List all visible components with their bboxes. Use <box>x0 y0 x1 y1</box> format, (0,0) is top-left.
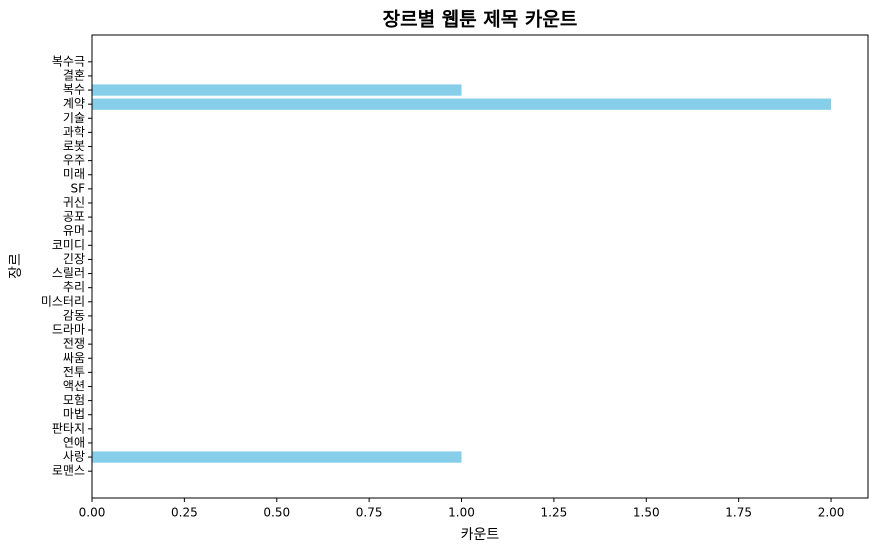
x-tick-label: 1.25 <box>541 506 568 520</box>
x-tick-label: 0.50 <box>263 506 290 520</box>
chart-title: 장르별 웹툰 제목 카운트 <box>383 9 578 31</box>
y-tick-label: 복수극 <box>52 54 85 68</box>
y-tick-label: 복수 <box>63 83 85 97</box>
y-tick-label: 미스터리 <box>41 294 85 308</box>
y-tick-label: SF <box>70 181 85 195</box>
bar <box>92 451 462 463</box>
plot-frame <box>91 34 869 499</box>
y-tick-label: 추리 <box>63 280 85 294</box>
x-tick-label: 0.00 <box>79 506 106 520</box>
y-tick-label: 긴장 <box>63 252 85 266</box>
y-tick-label: 모험 <box>63 393 85 407</box>
bar <box>92 84 462 96</box>
y-tick-label: 과학 <box>63 125 85 139</box>
x-tick-label: 1.75 <box>725 506 752 520</box>
bar <box>92 98 832 110</box>
x-tick-label: 2.00 <box>818 506 845 520</box>
y-tick-label: 마법 <box>63 407 85 421</box>
y-tick-label: 연애 <box>63 435 85 449</box>
x-tick-label: 0.25 <box>171 506 198 520</box>
y-tick-label: 미래 <box>63 167 85 181</box>
y-tick-label: 스릴러 <box>52 266 85 280</box>
y-tick-label: 액션 <box>63 379 85 393</box>
y-axis-label: 장르 <box>8 253 24 279</box>
y-tick-label: 전투 <box>63 365 85 379</box>
y-tick-label: 우주 <box>63 153 85 167</box>
y-tick-label: 드라마 <box>52 323 85 337</box>
y-tick-label: 기술 <box>63 111 85 125</box>
y-tick-label: 유머 <box>63 224 85 238</box>
x-axis-label: 카운트 <box>461 527 500 543</box>
y-tick-label: 로봇 <box>63 139 85 153</box>
x-tick-label: 0.75 <box>356 506 383 520</box>
y-tick-label: 감동 <box>63 308 85 322</box>
y-tick-label: 공포 <box>63 210 85 224</box>
x-tick-label: 1.50 <box>633 506 660 520</box>
y-tick-label: 사랑 <box>63 450 85 464</box>
y-tick-label: 결혼 <box>63 68 85 82</box>
y-tick-label: 코미디 <box>52 238 85 252</box>
y-tick-label: 판타지 <box>52 421 85 435</box>
x-tick-label: 1.00 <box>448 506 475 520</box>
y-tick-label: 계약 <box>63 96 85 111</box>
y-tick-label: 싸움 <box>63 351 85 365</box>
y-tick-label: 로맨스 <box>52 464 85 478</box>
y-tick-label: 귀신 <box>63 195 85 209</box>
y-tick-label: 전쟁 <box>63 337 85 351</box>
